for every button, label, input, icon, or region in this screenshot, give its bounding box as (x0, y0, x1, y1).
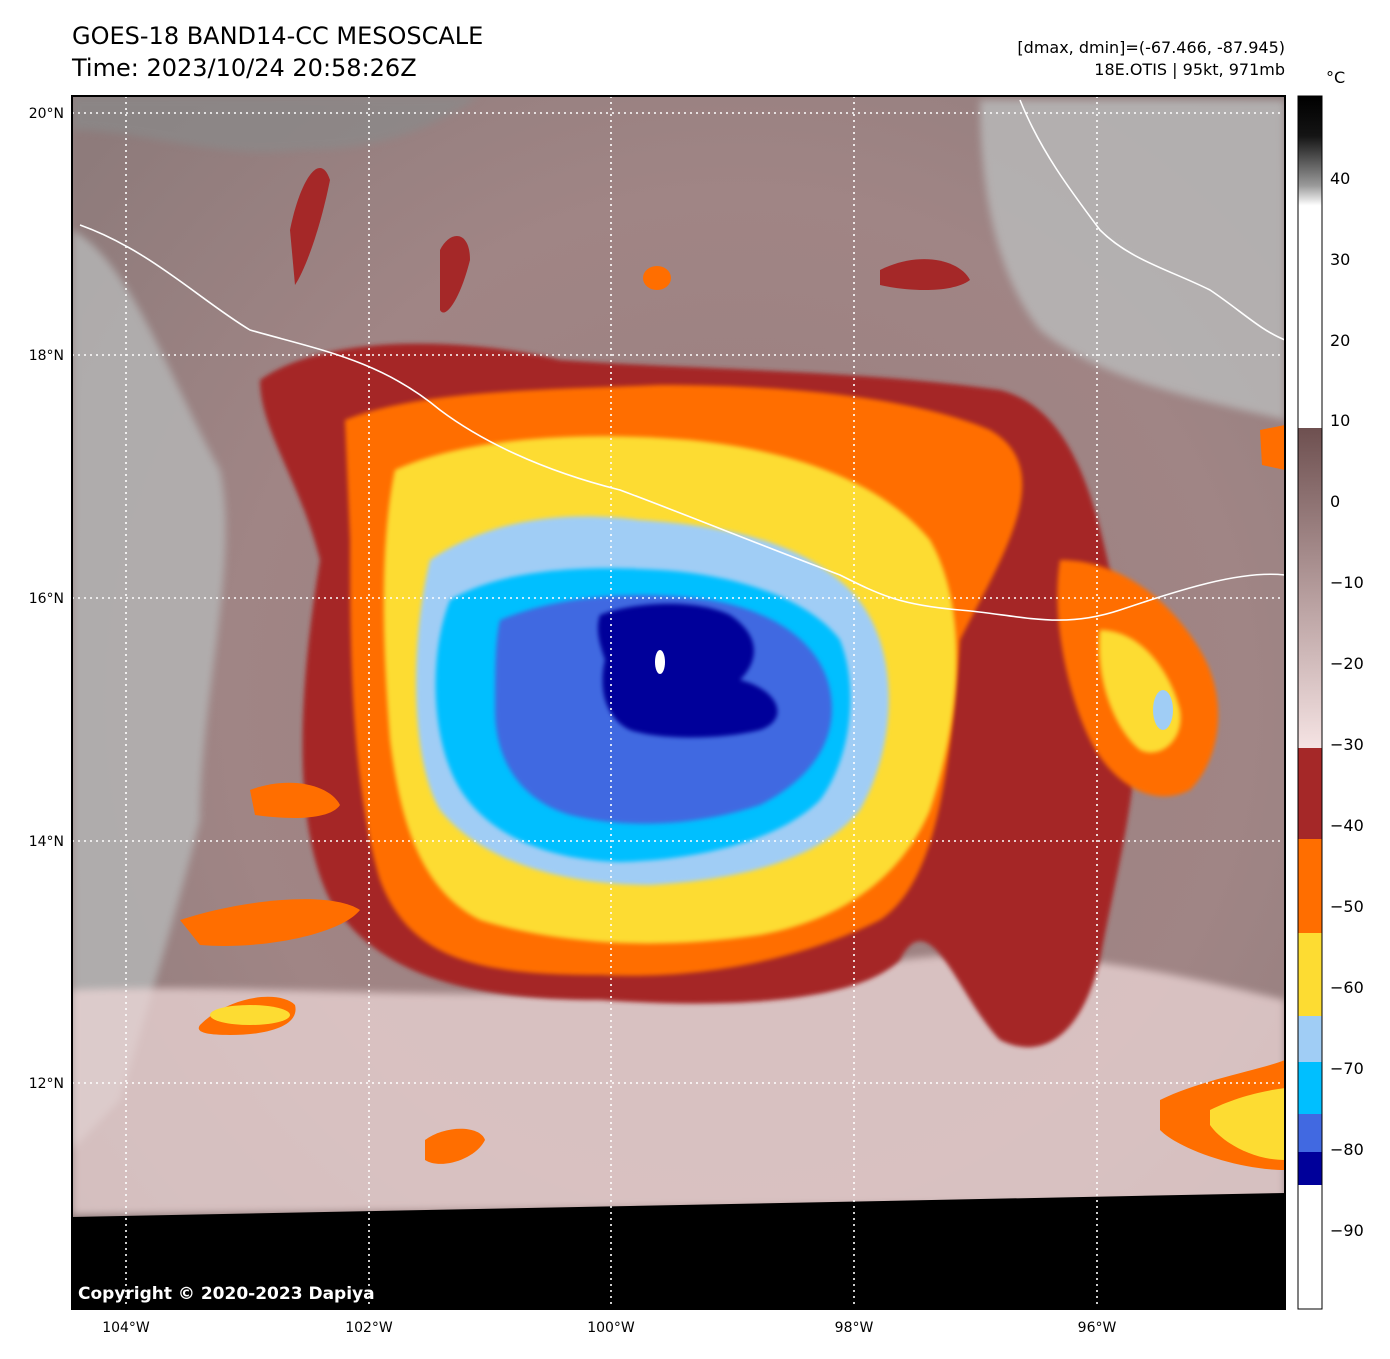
coastline-pacific (79, 224, 1285, 621)
colorbar-segment-mid (1298, 428, 1322, 748)
southern-cloud-deck (72, 954, 1285, 1215)
colorbar-tick-20: 20 (1330, 331, 1350, 350)
lat-label-20n: 20°N (29, 106, 64, 122)
colorbar-segment-minus60 (1298, 933, 1322, 1016)
cell-southwest-1-core (210, 1005, 290, 1025)
lat-label-14n: 14°N (29, 834, 64, 850)
east-band-cold-spot (1153, 690, 1173, 730)
coastline-gulf (1019, 99, 1285, 341)
colorbar-tick-minus20: −20 (1330, 654, 1364, 673)
no-data-region (72, 1193, 1285, 1309)
colorbar-tick-40: 40 (1330, 169, 1350, 188)
storm-info-label: 18E.OTIS | 95kt, 971mb (1094, 60, 1285, 79)
lon-label-96w: 96°W (1078, 1320, 1117, 1336)
lon-label-100w: 100°W (587, 1320, 635, 1336)
colorbar-tick-minus30: −30 (1330, 735, 1364, 754)
band-minus85 (597, 603, 778, 738)
lat-label-18n: 18°N (29, 348, 64, 364)
colorbar-tick-minus60: −60 (1330, 978, 1364, 997)
cell-north-1 (643, 266, 671, 290)
warm-area-north (72, 96, 480, 153)
colorbar-tick-minus80: −80 (1330, 1140, 1364, 1159)
warm-area-west (72, 230, 226, 1150)
colorbar-segment-minus70 (1298, 1016, 1322, 1062)
colorbar-tick-minus70: −70 (1330, 1059, 1364, 1078)
warm-area-northeast (980, 100, 1285, 420)
cell-north-3 (440, 236, 470, 313)
colorbar-segment-warm (1298, 96, 1322, 428)
cell-west-2 (250, 782, 340, 818)
colorbar-tick-0: 0 (1330, 492, 1340, 511)
cell-southeast-core (1210, 1088, 1285, 1160)
cell-north-4 (880, 259, 970, 290)
lon-label-98w: 98°W (835, 1320, 874, 1336)
title-line-1: GOES-18 BAND14-CC MESOSCALE (72, 22, 484, 50)
colorbar-tick-10: 10 (1330, 411, 1350, 430)
lon-label-104w: 104°W (102, 1320, 150, 1336)
colorbar-tick-minus90: −90 (1330, 1221, 1364, 1240)
cell-north-2 (290, 168, 330, 285)
colorbar-unit-label: °C (1326, 68, 1346, 87)
dmax-dmin-label: [dmax, dmin]=(-67.466, -87.945) (1017, 38, 1285, 57)
lat-label-16n: 16°N (29, 591, 64, 607)
cell-east-edge (1260, 425, 1285, 470)
map-frame (71, 95, 1286, 1310)
colorbar-tick-minus50: −50 (1330, 897, 1364, 916)
colorbar-segment-minus50 (1298, 839, 1322, 933)
copyright-label: Copyright © 2020-2023 Dapiya (78, 1284, 375, 1304)
colorbar-segment-minus85 (1298, 1152, 1322, 1185)
colorbar-tick-30: 30 (1330, 250, 1350, 269)
cell-south-1 (425, 1128, 485, 1164)
colorbar-tick-minus10: −10 (1330, 573, 1364, 592)
graticule (72, 96, 1285, 1309)
lat-label-12n: 12°N (29, 1076, 64, 1092)
colorbar: 40 30 20 10 0 −10 −20 −30 −40 −50 −60 −7… (1297, 95, 1364, 1310)
lon-label-102w: 102°W (345, 1320, 393, 1336)
colorbar-frame (1297, 95, 1323, 1310)
title-line-2: Time: 2023/10/24 20:58:26Z (72, 54, 417, 82)
colorbar-segment-minus40 (1298, 748, 1322, 839)
eye-pixel (655, 650, 665, 674)
colorbar-segment-minus75 (1298, 1062, 1322, 1114)
colorbar-segment-minus80 (1298, 1114, 1322, 1152)
colorbar-tick-minus40: −40 (1330, 816, 1364, 835)
cell-west-3 (180, 899, 360, 946)
colorbar-segment-minus90 (1298, 1185, 1322, 1309)
